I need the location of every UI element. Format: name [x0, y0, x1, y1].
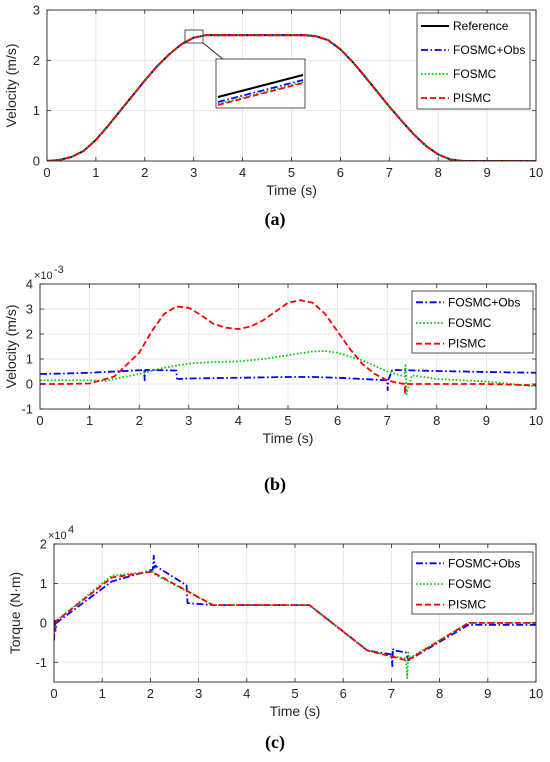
y-tick-label: 3	[26, 302, 33, 317]
x-tick-label: 6	[340, 686, 347, 701]
x-tick-label: 0	[43, 165, 50, 180]
y-exponent-label: ×10	[34, 270, 53, 282]
y-tick-label: 2	[40, 537, 47, 552]
x-tick-label: 5	[284, 413, 291, 428]
panel-label: (a)	[265, 209, 286, 230]
x-tick-label: 2	[147, 686, 154, 701]
legend-box	[411, 551, 534, 615]
zoom-inset	[184, 29, 306, 109]
x-tick-label: 3	[195, 686, 202, 701]
series-group	[47, 34, 536, 161]
legend-entry: FOSMC+Obs	[448, 295, 520, 309]
series-line-pismc	[47, 34, 536, 161]
legend-entry: FOSMC+Obs	[448, 556, 520, 570]
x-tick-label: 9	[484, 686, 491, 701]
chart-panel-a: 0 1 2 3 4 5 6 7 8 9 10 0 1 2 3 Time (s) Velocity (m/s) Re…	[3, 3, 543, 231]
y-exponent-power: -3	[54, 264, 64, 276]
legend-entry: FOSMC	[448, 316, 492, 330]
x-tick-label: 7	[388, 686, 395, 701]
panel-label: (b)	[264, 474, 286, 495]
series-line-fosmc	[40, 350, 536, 395]
y-tick-label: 3	[33, 3, 40, 18]
panel-label: (c)	[265, 732, 285, 753]
x-tick-label: 7	[386, 165, 393, 180]
x-tick-label: 5	[288, 165, 295, 180]
y-exponent-power: 4	[68, 524, 74, 536]
y-tick-label: 0	[33, 154, 40, 169]
legend: Reference FOSMC+Obs FOSMC PISMC	[416, 12, 531, 110]
series-line-pismc	[40, 299, 536, 395]
inset-series-line	[217, 74, 304, 98]
legend-entry: PISMC	[448, 337, 486, 351]
legend-entry: PISMC	[448, 598, 486, 612]
x-tick-label: 1	[99, 686, 106, 701]
x-tick-label: 1	[92, 165, 99, 180]
y-exponent-label: ×10	[48, 530, 67, 542]
x-tick-label: 0	[50, 686, 57, 701]
x-tick-label: 2	[141, 165, 148, 180]
x-tick-label: 4	[239, 165, 246, 180]
x-tick-label: 3	[185, 413, 192, 428]
x-tick-label: 4	[243, 686, 250, 701]
x-axis-label: Time (s)	[270, 703, 321, 719]
y-axis-label: Torque (N·m)	[7, 572, 23, 654]
x-tick-label: 9	[483, 165, 490, 180]
legend-entry: FOSMC	[448, 577, 492, 591]
x-axis-label: Time (s)	[263, 430, 314, 446]
series-group	[40, 299, 536, 395]
y-tick-label: 0	[26, 377, 33, 392]
x-tick-label: 10	[529, 686, 543, 701]
x-tick-label: 4	[235, 413, 242, 428]
y-tick-label: 1	[40, 576, 47, 591]
series-line-fosmc	[54, 570, 536, 679]
x-tick-label: 10	[529, 413, 543, 428]
legend-box	[411, 290, 534, 354]
x-tick-label: 7	[384, 413, 391, 428]
x-tick-label: 2	[136, 413, 143, 428]
legend: FOSMC+Obs FOSMC PISMC	[411, 551, 534, 615]
x-tick-label: 5	[291, 686, 298, 701]
inset-series-line	[217, 79, 304, 103]
x-tick-label: 8	[435, 165, 442, 180]
legend-entry: Reference	[453, 19, 509, 33]
legend-box	[416, 12, 531, 110]
legend-entry: PISMC	[453, 91, 491, 105]
inset-series-line	[217, 82, 304, 106]
legend-entry: FOSMC+Obs	[453, 43, 525, 57]
y-tick-label: 2	[33, 53, 40, 68]
x-tick-label: 10	[529, 165, 543, 180]
y-axis-label: Velocity (m/s)	[3, 304, 19, 388]
series-line-pismc	[54, 570, 536, 662]
series-group	[54, 554, 536, 679]
x-tick-label: 9	[483, 413, 490, 428]
y-tick-label: 1	[26, 352, 33, 367]
x-tick-label: 6	[337, 165, 344, 180]
y-tick-label: -1	[35, 655, 47, 670]
x-tick-label: 6	[334, 413, 341, 428]
x-tick-label: 8	[436, 686, 443, 701]
x-tick-label: 0	[36, 413, 43, 428]
y-tick-label: 2	[26, 327, 33, 342]
series-line-fosmc-obs	[40, 369, 536, 392]
legend: FOSMC+Obs FOSMC PISMC	[411, 290, 534, 354]
x-tick-label: 1	[86, 413, 93, 428]
x-tick-label: 3	[190, 165, 197, 180]
x-tick-label: 8	[433, 413, 440, 428]
y-tick-label: -1	[21, 402, 33, 417]
series-line-fosmc-obs	[54, 554, 536, 668]
zoom-region-box	[184, 29, 204, 44]
x-axis-label: Time (s)	[266, 182, 317, 198]
legend-entry: FOSMC	[453, 67, 497, 81]
y-tick-label: 0	[40, 615, 47, 630]
y-tick-label: 4	[26, 277, 33, 292]
inset-series-line	[217, 81, 304, 105]
y-tick-label: 1	[33, 103, 40, 118]
y-axis-label: Velocity (m/s)	[3, 43, 19, 127]
